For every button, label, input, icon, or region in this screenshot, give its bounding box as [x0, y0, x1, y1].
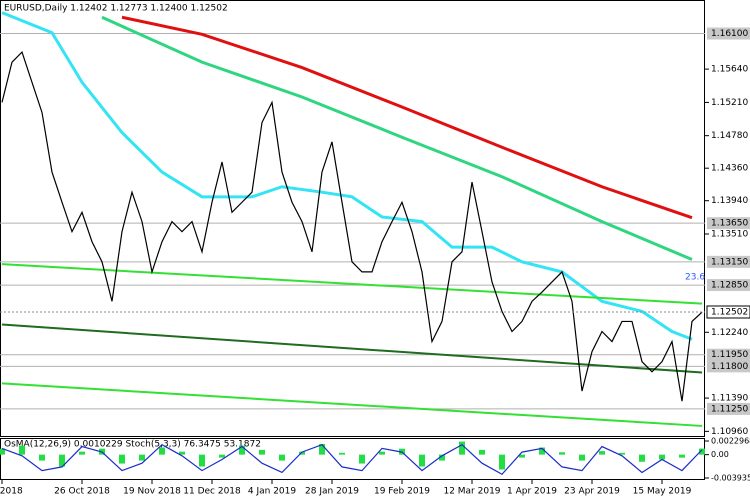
moving-average	[1, 382, 703, 427]
osma-bar	[139, 454, 145, 461]
x-tick-label: 11 Dec 2018	[183, 487, 241, 497]
osma-bar	[39, 454, 45, 461]
level-tag	[707, 360, 750, 373]
osma-bar	[279, 454, 285, 461]
osma-bar	[659, 454, 665, 460]
y-tick-label: 1.13940	[711, 196, 748, 206]
osma-bar	[579, 454, 585, 461]
y2-tick-label: 0.0022968	[711, 437, 750, 446]
level-label: 1.13650	[711, 219, 748, 229]
moving-average	[101, 15, 693, 261]
osma-bar	[119, 454, 125, 464]
level-label: 1.13150	[711, 257, 748, 267]
current-tag	[706, 305, 750, 319]
chart-title: EURUSD,Daily 1.12402 1.12773 1.12400 1.1…	[4, 4, 228, 14]
x-tick-label: 15 May 2019	[633, 487, 692, 497]
y2-tick-label: -0.003935	[711, 474, 750, 483]
level-tag	[707, 279, 750, 292]
y-tick-label: 1.15640	[711, 65, 748, 75]
x-tick-label: 23 Apr 2019	[564, 487, 620, 497]
osma-bar	[459, 441, 465, 455]
fibo-label: 23.6	[685, 273, 705, 283]
moving-average	[1, 323, 703, 374]
level-label: 1.11250	[711, 404, 748, 414]
y-tick-label: 1.15210	[711, 98, 748, 108]
osma-bar	[479, 449, 485, 455]
osma-bar	[339, 452, 345, 455]
level-label: 1.12850	[711, 281, 748, 291]
y-tick-label: 1.14360	[711, 164, 748, 174]
stoch-line	[1, 443, 703, 476]
moving-average	[121, 15, 693, 220]
y-tick-label: 1.14780	[711, 131, 748, 141]
y-tick-label: 1.10960	[711, 427, 748, 437]
x-tick-label: 19 Feb 2019	[374, 487, 430, 497]
osma-bar	[419, 454, 425, 467]
osma-bar	[219, 454, 225, 458]
level-tag	[707, 255, 750, 268]
level-label: 1.11800	[711, 362, 748, 372]
osma-bar	[699, 448, 705, 455]
osma-bar	[499, 454, 505, 470]
osma-bar	[439, 454, 445, 461]
y-tick-label: 1.12240	[711, 328, 748, 338]
osma-bar	[599, 451, 605, 455]
indicator-title: OsMA(12,26,9) 0.0010229 Stoch(5,3,3) 76.…	[4, 440, 261, 450]
current-label: 1.12502	[711, 308, 748, 318]
level-tag	[707, 348, 750, 361]
level-label: 1.11950	[711, 350, 748, 360]
level-label: 1.16100	[711, 29, 748, 39]
osma-bar	[379, 451, 385, 455]
osma-bar	[359, 454, 365, 464]
moving-average	[1, 263, 703, 305]
x-tick-label: 1 Apr 2019	[507, 487, 557, 497]
level-tag	[707, 217, 750, 230]
x-tick-label: 19 Nov 2018	[123, 487, 181, 497]
osma-bar	[159, 447, 165, 455]
y-tick-label: 1.13510	[711, 229, 748, 239]
osma-bar	[19, 445, 25, 455]
sub-pane	[0, 438, 705, 480]
osma-bar	[0, 448, 5, 455]
y2-tick-label: 0.00	[711, 450, 729, 459]
x-tick-label: 26 Oct 2018	[54, 487, 110, 497]
level-tag	[707, 27, 750, 40]
osma-bar	[239, 445, 245, 455]
x-tick-label: 12 Mar 2019	[443, 487, 500, 497]
osma-bar	[539, 447, 545, 455]
osma-bar	[519, 454, 525, 458]
x-tick-label: 28 Jan 2019	[305, 487, 359, 497]
osma-bar	[679, 454, 685, 458]
moving-average	[1, 11, 693, 341]
osma-bar	[259, 449, 265, 455]
osma-bar	[59, 454, 65, 467]
osma-bar	[639, 454, 645, 462]
price-line	[1, 50, 703, 402]
osma-bar	[299, 451, 305, 455]
x-tick-label: 4 Jan 2019	[248, 487, 296, 497]
osma-bar	[179, 451, 185, 455]
osma-bar	[319, 443, 325, 455]
osma-bar	[199, 454, 205, 467]
osma-bar	[619, 452, 625, 455]
level-tag	[707, 402, 750, 415]
main-pane	[0, 0, 705, 437]
x-tick-label: Oct 2018	[0, 487, 23, 497]
y-tick-label: 1.11390	[711, 394, 748, 404]
osma-bar	[559, 452, 565, 455]
osma-bar	[79, 451, 85, 455]
